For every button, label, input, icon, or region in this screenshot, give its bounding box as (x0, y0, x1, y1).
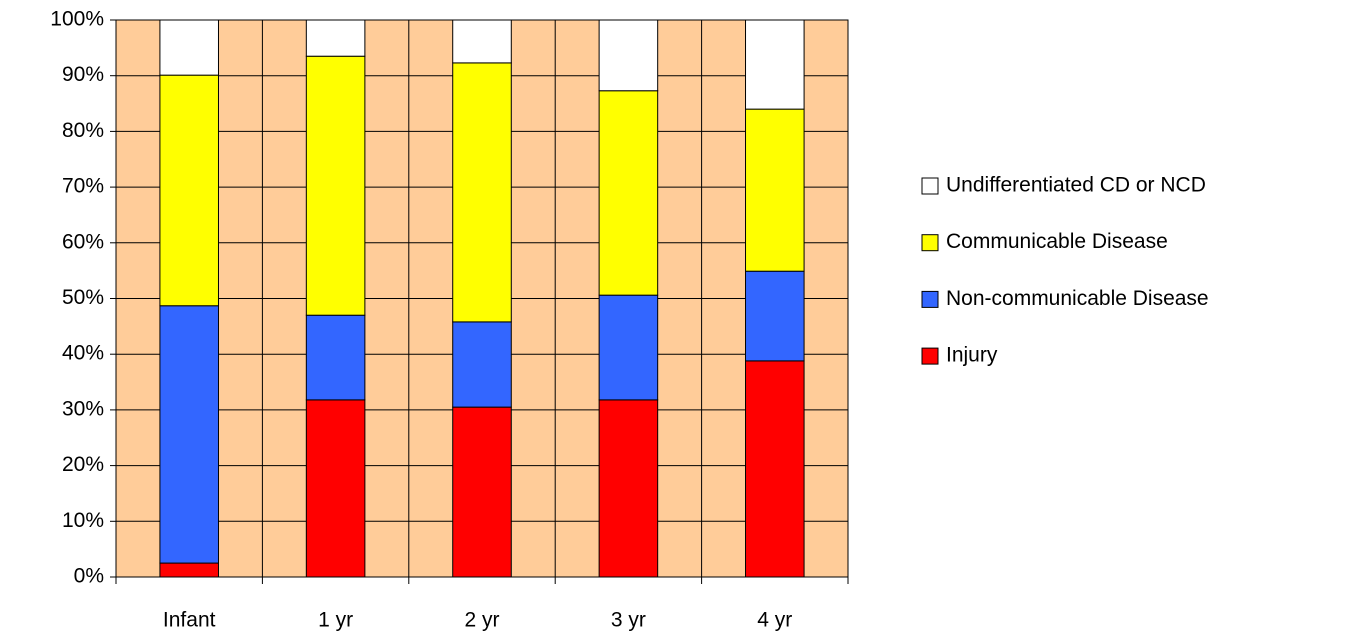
y-tick-label: 20% (62, 453, 104, 476)
x-tick-label: 1 yr (318, 609, 353, 632)
bar-segment (159, 562, 219, 578)
legend-swatch (921, 290, 939, 308)
bar-segment (452, 406, 512, 578)
bar-segment (305, 55, 366, 316)
y-tick-label: 50% (62, 286, 104, 309)
legend-label: Injury (946, 344, 998, 367)
y-tick-label: 100% (50, 8, 104, 31)
bar-segment (159, 305, 219, 564)
legend-label: Non-communicable Disease (946, 287, 1209, 310)
bar-segment (452, 321, 512, 408)
x-tick-label: Infant (163, 609, 216, 632)
y-tick-label: 30% (62, 397, 104, 420)
x-tick-label: 3 yr (611, 609, 646, 632)
bar-segment (159, 74, 219, 307)
bar-segment (305, 314, 366, 401)
bar-segment (745, 270, 805, 362)
x-tick-label: 4 yr (757, 609, 792, 632)
y-tick-label: 60% (62, 230, 104, 253)
bar-segment (745, 360, 805, 578)
legend-swatch (921, 177, 939, 195)
bar-segment (159, 19, 219, 76)
x-tick-label: 2 yr (464, 609, 499, 632)
bar-segment (598, 399, 659, 578)
y-tick-label: 90% (62, 63, 104, 86)
bar-segment (598, 294, 659, 401)
bar-segment (452, 19, 512, 64)
y-tick-label: 80% (62, 119, 104, 142)
legend-swatch (921, 347, 939, 365)
bar-segment (598, 19, 659, 92)
y-tick-label: 10% (62, 509, 104, 532)
y-tick-label: 0% (74, 565, 104, 588)
legend-label: Undifferentiated CD or NCD (946, 174, 1206, 197)
legend-swatch (921, 234, 939, 252)
bar-segment (598, 90, 659, 296)
bar-segment (305, 399, 366, 578)
bar-segment (745, 108, 805, 272)
y-tick-label: 70% (62, 175, 104, 198)
bar-segment (305, 19, 366, 57)
bar-segment (745, 19, 805, 110)
bar-segment (452, 62, 512, 323)
y-tick-label: 40% (62, 342, 104, 365)
legend-label: Communicable Disease (946, 230, 1168, 253)
